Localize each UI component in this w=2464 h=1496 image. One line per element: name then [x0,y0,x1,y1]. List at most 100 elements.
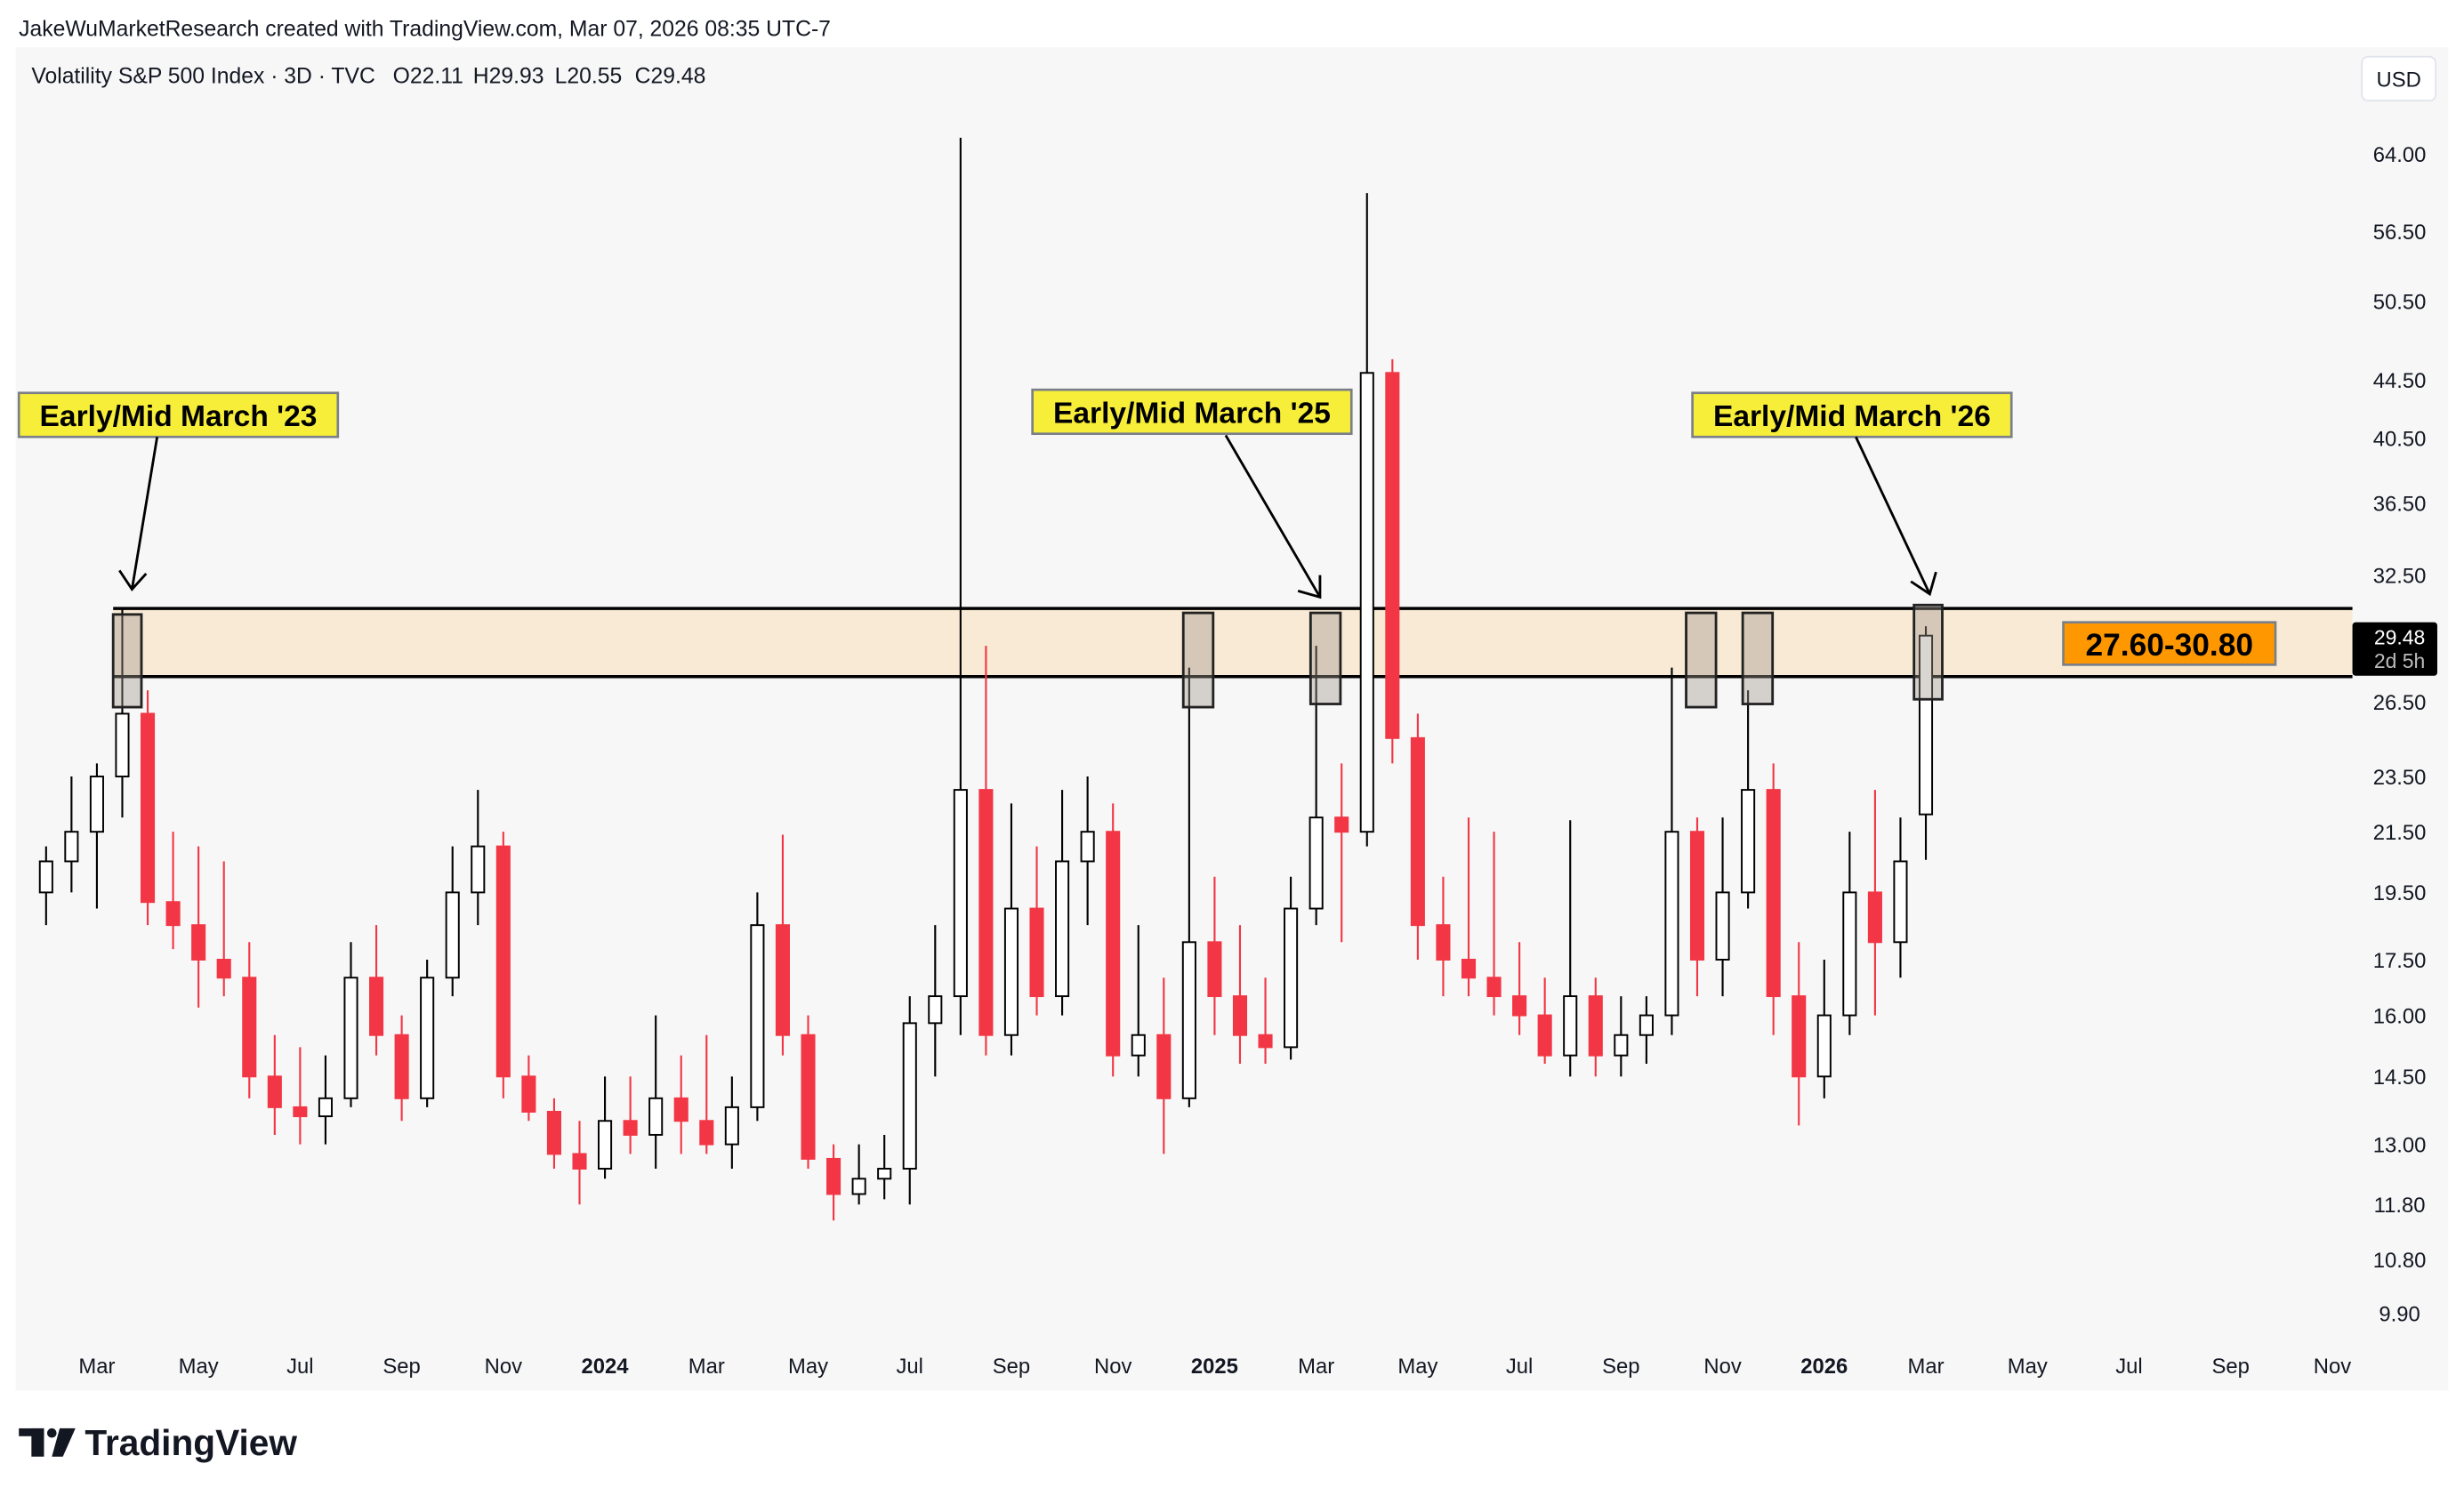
last-price-label: 29.48 2d 5h [2352,622,2437,676]
candle-up [1842,832,1857,1035]
callout-text: Early/Mid March '25 [1053,397,1331,430]
y-tick-label: 14.50 [2373,1066,2427,1090]
candle-down [242,942,257,1098]
candle-down [1156,977,1172,1154]
candle-up [343,942,358,1107]
highlight-box-mar-2023[interactable] [111,613,143,709]
candle-down [1486,832,1502,1016]
candle-body [1563,995,1578,1057]
candle-body [369,977,384,1036]
callout-2025[interactable]: Early/Mid March '25 [1031,388,1353,599]
candle-body [877,1168,892,1180]
candle-up [1003,803,1019,1056]
candle-down [775,834,790,1056]
candlestick-series [38,137,1934,1221]
callout-2023[interactable]: Early/Mid March '23 [17,391,340,591]
ohlc-open: O22.11 [393,65,463,89]
candle-up [750,892,765,1122]
candle-body [445,891,460,979]
candle-body [471,845,486,894]
candle-up [1284,876,1299,1060]
candle-down [546,1098,561,1170]
x-tick-label: 2025 [1191,1355,1238,1379]
x-tick-label: Sep [1602,1355,1639,1379]
y-tick-label: 21.50 [2373,821,2427,845]
candle-down [165,832,181,950]
candle-down [1207,876,1222,1035]
candle-down [369,925,384,1056]
y-tick-label: 11.80 [2374,1194,2426,1218]
candle-down [673,1055,688,1154]
candle-up [877,1134,892,1200]
candle-down [1461,817,1477,997]
x-tick-label: Mar [688,1355,725,1379]
time-axis[interactable]: Mar May Jul Sep Nov 2024 Mar May Jul Sep Nov 2025 Ma… [78,1355,2351,1379]
logo-text: TradingView [85,1422,297,1463]
candle-down [1689,817,1705,997]
candle-body [1410,736,1425,927]
candle-body [343,977,358,1099]
tradingview-logo-icon [19,1428,76,1457]
candle-body [1512,995,1527,1017]
highlight-box-mar-2026[interactable] [1912,603,1944,701]
y-tick-label: 36.50 [2373,492,2427,516]
candle-down [1867,790,1882,1016]
candle-body [318,1097,333,1118]
symbol-name[interactable]: Volatility S&P 500 Index · 3D · TVC [31,65,375,89]
candle-down [1512,942,1527,1035]
x-tick-label: Mar [1907,1355,1944,1379]
x-tick-label: Jul [286,1355,313,1379]
candle-body [1537,1014,1552,1057]
candle-body [115,712,130,778]
candle-body [648,1097,664,1136]
y-tick-label: 16.00 [2373,1004,2427,1028]
x-tick-label: Sep [2211,1355,2249,1379]
highlight-boxes[interactable] [111,603,1944,709]
candle-body [394,1034,409,1099]
candle-up [1918,626,1934,860]
candle-body [673,1097,688,1122]
candle-down [293,1047,308,1145]
candle-up [1715,817,1730,997]
y-tick-label: 50.50 [2373,291,2427,315]
y-tick-label: 9.90 [2379,1303,2420,1327]
support-resistance-zone[interactable] [113,607,2353,679]
candle-up [1614,996,1629,1077]
candle-body [978,789,994,1036]
candle-up [1816,959,1832,1098]
candle-body [1918,634,1934,816]
y-tick-label: 19.50 [2373,881,2427,905]
candle-up [648,1015,664,1170]
highlight-box-dec-2024[interactable] [1181,611,1215,709]
last-price-value: 29.48 [2374,625,2425,648]
zone-label[interactable]: 27.60-30.80 [2062,621,2277,666]
candle-down [1766,763,1781,1035]
candle-down [1106,803,1121,1077]
candle-down [495,832,511,1098]
candle-down [1029,846,1044,1016]
highlight-box-mar-2025[interactable] [1308,611,1342,705]
candle-up [420,959,435,1107]
candle-down [521,1055,536,1122]
currency-button[interactable]: USD [2361,55,2437,102]
zone-label-text: 27.60-30.80 [2085,628,2253,663]
highlight-box-oct-2025[interactable] [1685,611,1718,709]
price-axis[interactable]: 64.00 56.50 50.50 44.50 40.50 36.50 32.50 26.50… [2373,143,2427,1327]
ohlc-close: C29.48 [635,65,706,89]
x-tick-label: Jul [2115,1355,2142,1379]
callout-2026[interactable]: Early/Mid March '26 [1691,391,2013,597]
tradingview-logo[interactable]: TradingView [19,1422,297,1463]
x-tick-label: May [788,1355,828,1379]
candle-up [471,790,486,926]
candle-body [1689,831,1705,961]
candle-body [141,712,156,904]
highlight-box-nov-2025[interactable] [1741,611,1775,705]
candle-up [1080,776,1095,926]
candle-up [1359,193,1374,847]
candle-down [699,1034,714,1154]
candle-body [1385,372,1400,739]
candle-up [1893,817,1908,978]
candle-up [38,846,53,926]
y-tick-label: 17.50 [2373,949,2427,973]
